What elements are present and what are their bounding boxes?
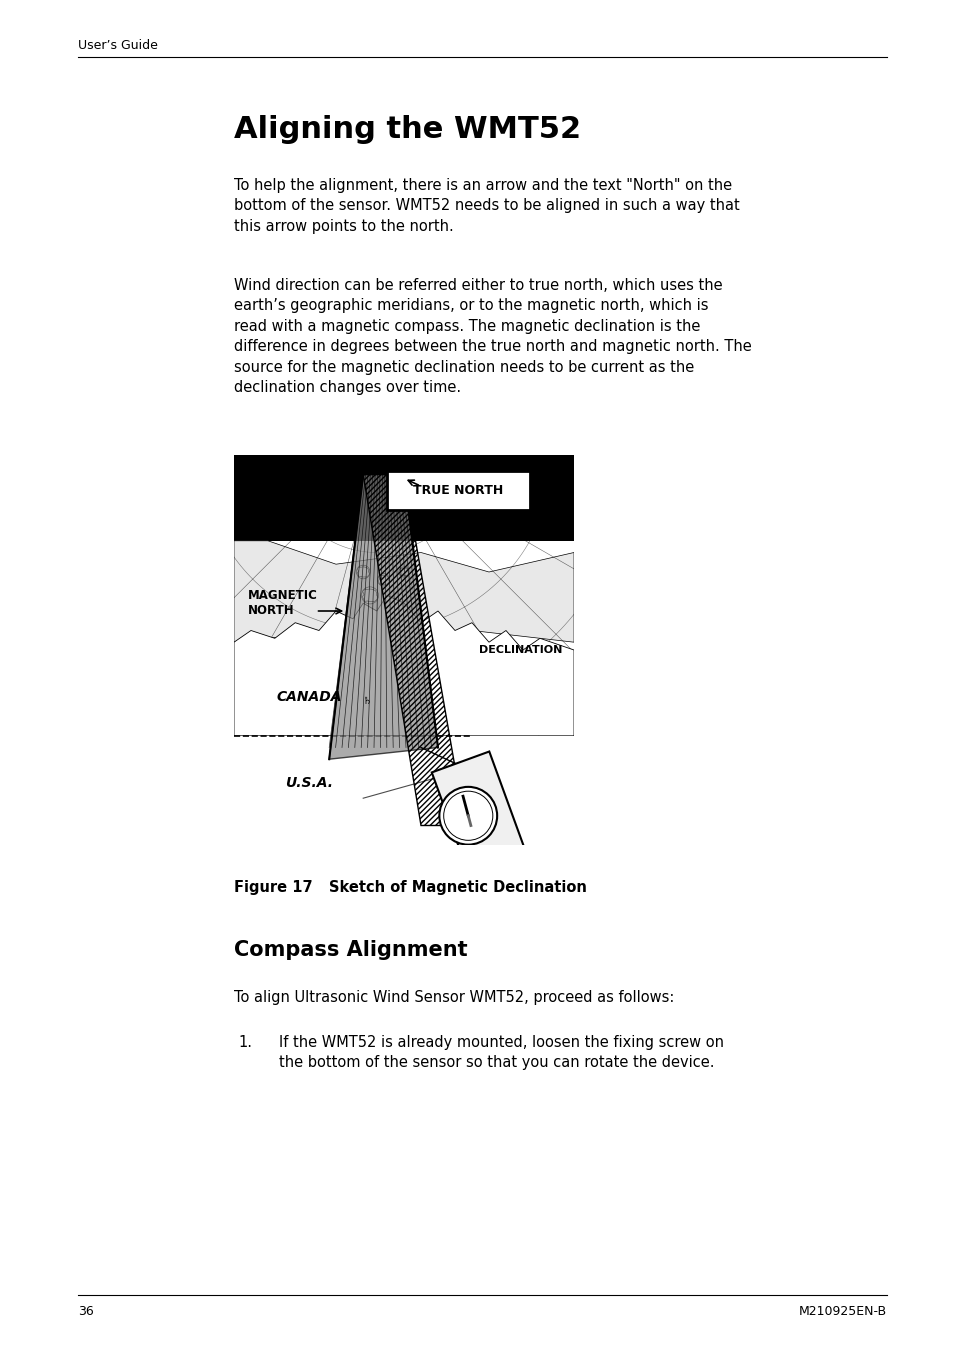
Polygon shape (233, 595, 574, 736)
Polygon shape (362, 589, 377, 602)
Text: U.S.A.: U.S.A. (285, 776, 333, 790)
Text: DECLINATION: DECLINATION (478, 645, 561, 655)
Text: Compass Alignment: Compass Alignment (233, 940, 467, 960)
Text: Wind direction can be referred either to true north, which uses the
earth’s geog: Wind direction can be referred either to… (233, 278, 751, 396)
Circle shape (443, 791, 493, 840)
Polygon shape (497, 884, 519, 911)
Text: TRUE NORTH: TRUE NORTH (413, 483, 503, 497)
Polygon shape (356, 567, 369, 576)
Text: M210925EN-B: M210925EN-B (799, 1305, 886, 1318)
Circle shape (356, 566, 370, 579)
Polygon shape (233, 541, 574, 649)
Text: To align Ultrasonic Wind Sensor WMT52, proceed as follows:: To align Ultrasonic Wind Sensor WMT52, p… (233, 990, 674, 1004)
Text: MAGNETIC
NORTH: MAGNETIC NORTH (248, 589, 317, 617)
Circle shape (398, 567, 409, 576)
Text: User’s Guide: User’s Guide (78, 39, 158, 53)
FancyBboxPatch shape (387, 471, 529, 509)
Polygon shape (377, 575, 389, 585)
Circle shape (361, 587, 378, 603)
Text: Sketch of Magnetic Declination: Sketch of Magnetic Declination (329, 880, 586, 895)
Circle shape (377, 574, 390, 586)
Text: ♄: ♄ (363, 695, 372, 706)
Bar (233, 455, 574, 541)
Text: To help the alignment, there is an arrow and the text "North" on the
bottom of t: To help the alignment, there is an arrow… (233, 178, 739, 234)
Text: CANADA: CANADA (275, 690, 341, 703)
Text: Aligning the WMT52: Aligning the WMT52 (233, 115, 580, 144)
Text: 1.: 1. (238, 1035, 253, 1050)
Polygon shape (453, 848, 471, 865)
Text: 36: 36 (78, 1305, 94, 1318)
Text: Figure 17: Figure 17 (233, 880, 312, 895)
Text: If the WMT52 is already mounted, loosen the fixing screw on
the bottom of the se: If the WMT52 is already mounted, loosen … (278, 1035, 723, 1071)
Circle shape (439, 787, 497, 845)
Polygon shape (399, 568, 408, 576)
Polygon shape (233, 525, 574, 845)
Polygon shape (329, 474, 437, 759)
Bar (233, 736, 574, 845)
Polygon shape (432, 752, 536, 900)
